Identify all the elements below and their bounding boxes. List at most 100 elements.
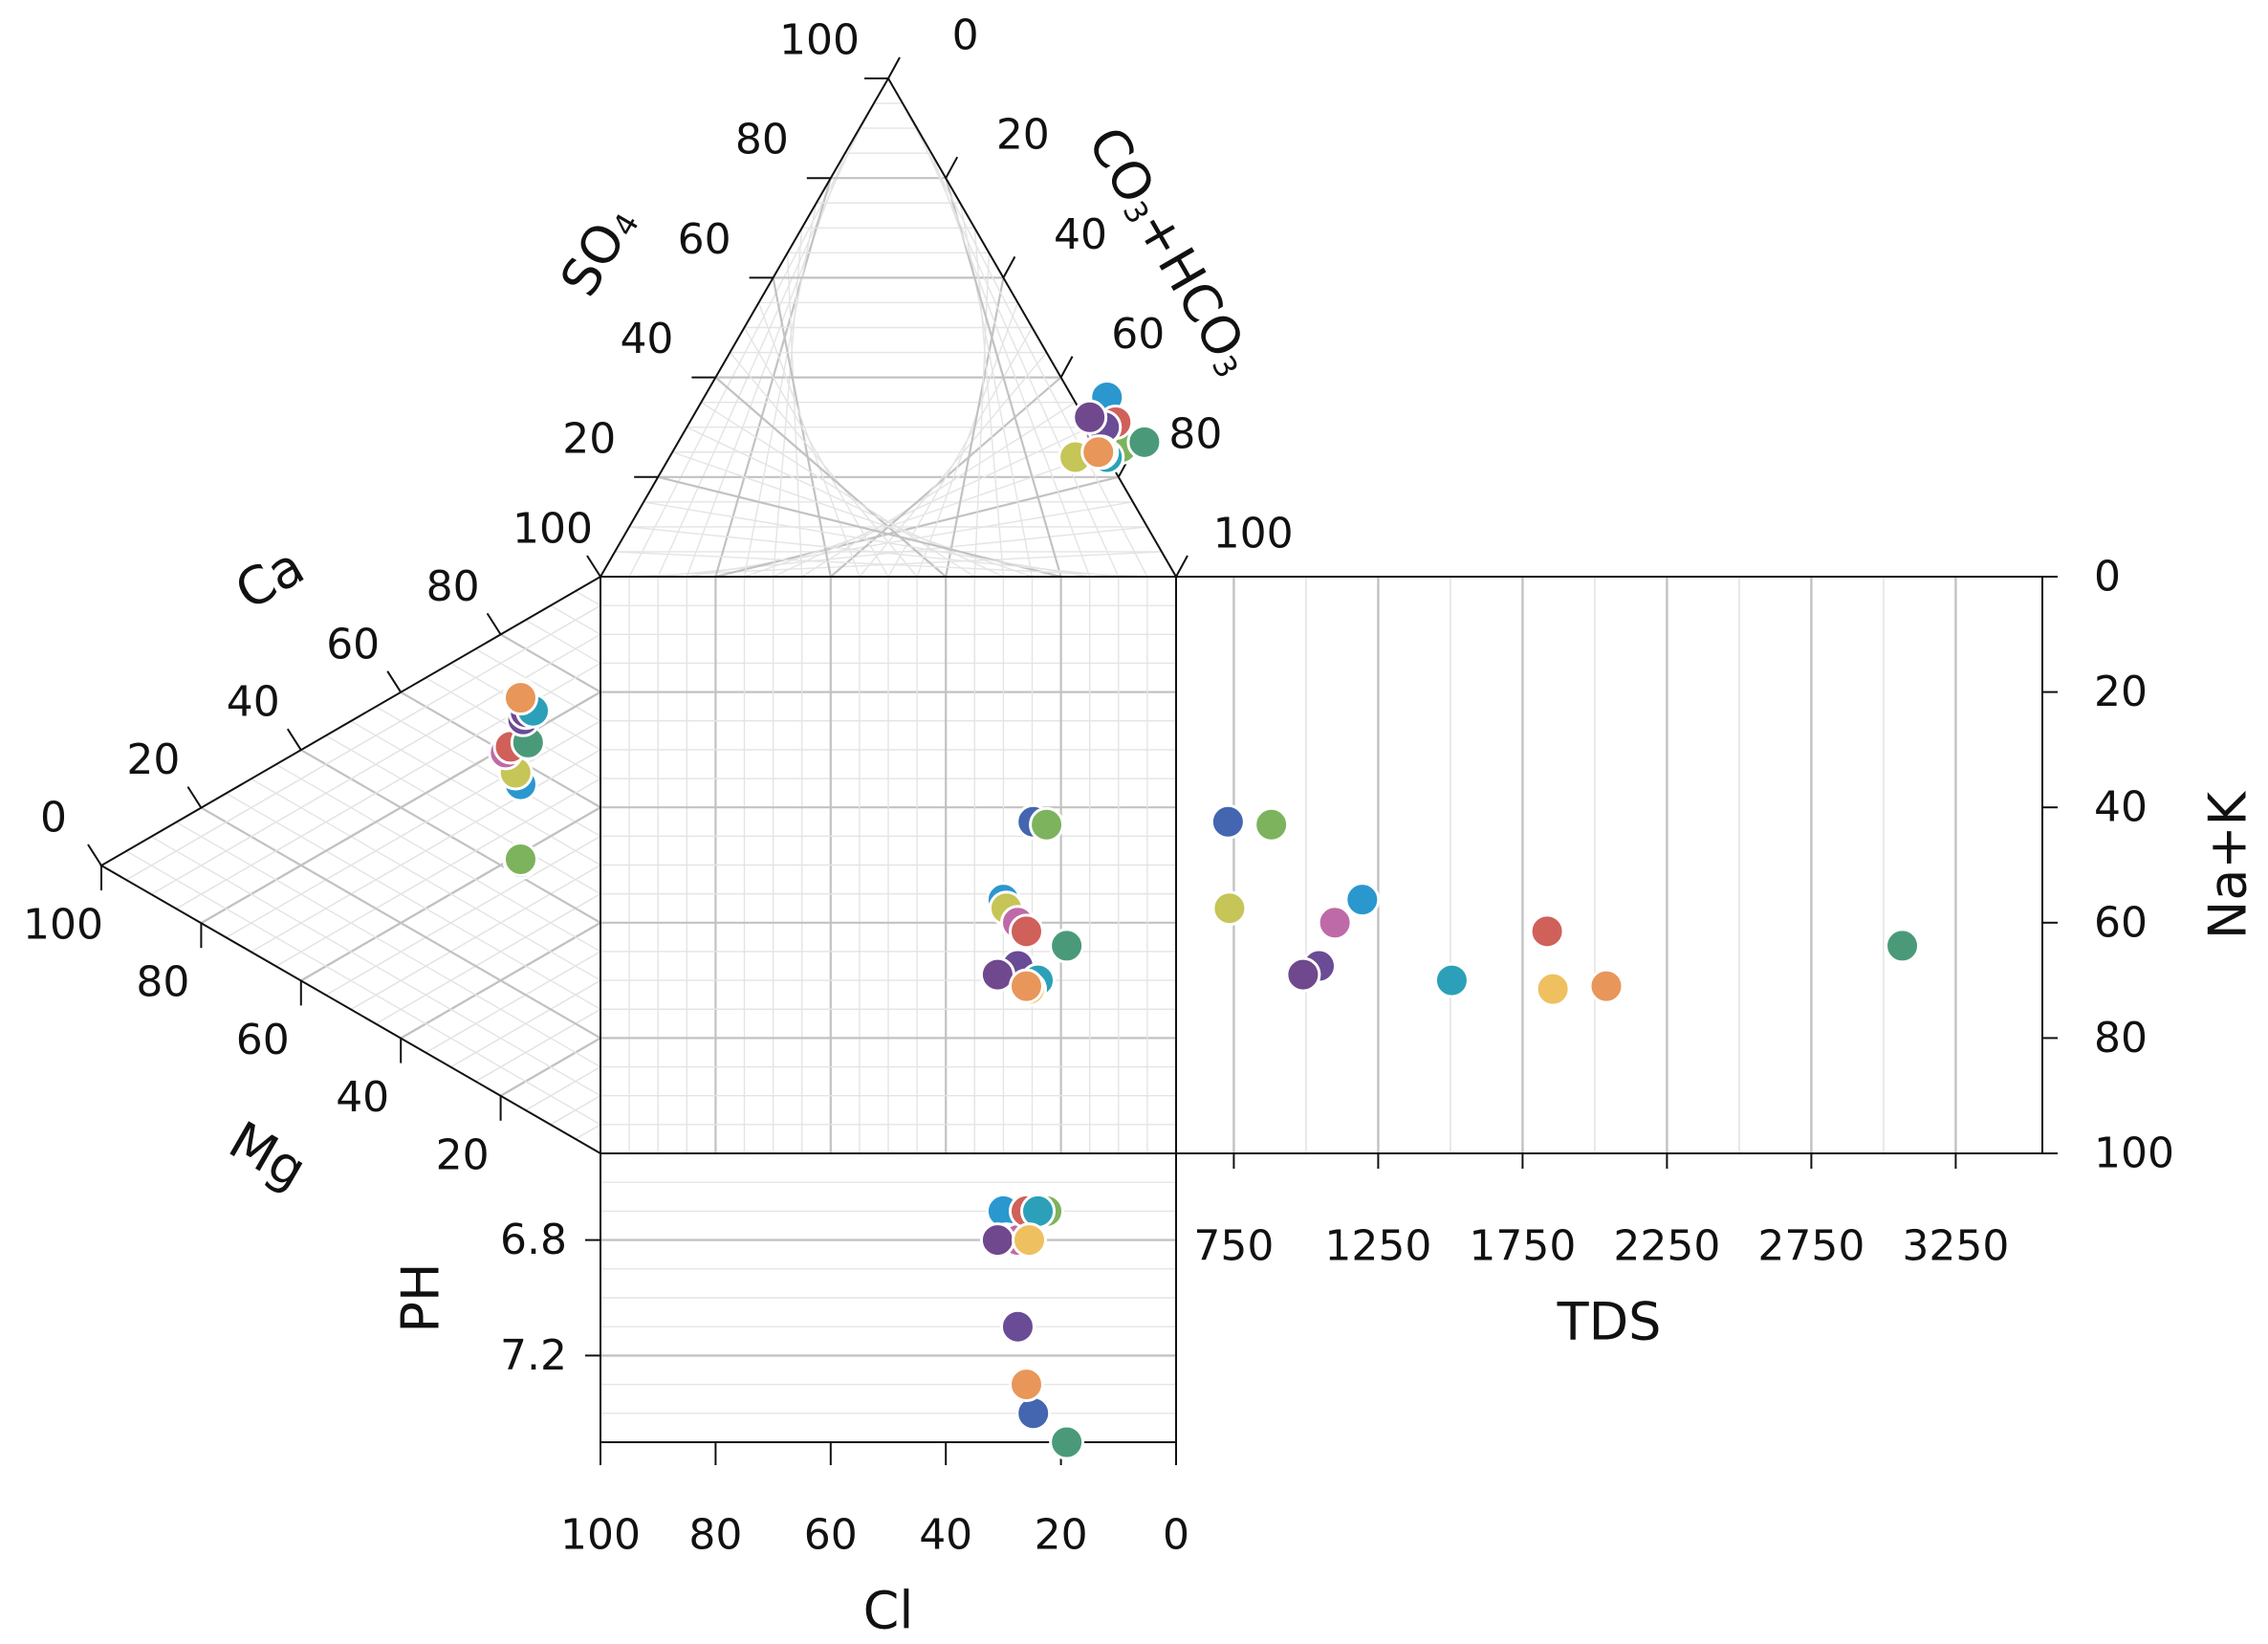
- top-tri-grid: [973, 252, 991, 578]
- left-tri-grid: [175, 822, 601, 1068]
- left-tri-grid: [125, 850, 601, 1126]
- top-tri-grid: [959, 203, 1034, 578]
- ca-tick-label: 40: [227, 678, 280, 727]
- tds-tick-label: 2250: [1613, 1222, 1720, 1271]
- tds-point: [1433, 962, 1470, 998]
- ph-point: [1011, 1222, 1047, 1259]
- nak-tick-label: 0: [2094, 553, 2121, 602]
- mg-axis-title: Mg: [219, 1110, 316, 1201]
- mg-tick-label: 20: [436, 1130, 490, 1179]
- co3hco3-tick-label: 20: [996, 111, 1050, 160]
- co3hco3-tick: [887, 56, 901, 79]
- top-tri-grid: [687, 427, 1004, 578]
- left-tri-grid: [525, 619, 601, 665]
- left-tri-grid: [475, 1008, 601, 1083]
- tds-tick-label: 750: [1193, 1222, 1274, 1271]
- ph-point: [1015, 1395, 1052, 1432]
- anion-point: [1072, 399, 1108, 435]
- left-tri-grid: [425, 951, 601, 1054]
- left-tri-grid: [575, 1124, 601, 1140]
- ca-tick: [586, 555, 601, 578]
- cl-tick-label: 60: [804, 1511, 858, 1560]
- mg-tick-label: 100: [23, 901, 103, 950]
- diamond-point: [1008, 968, 1044, 1004]
- ph-point: [999, 1308, 1036, 1345]
- co3hco3-tick-label: 80: [1168, 409, 1222, 458]
- ca-tick-label: 60: [326, 620, 380, 669]
- nak-tick-label: 100: [2094, 1129, 2174, 1178]
- ph-point: [1008, 1367, 1044, 1403]
- diamond-point: [1049, 928, 1085, 964]
- left-tri-grid: [275, 778, 601, 967]
- ph-tick-label: 7.2: [500, 1331, 567, 1380]
- left-tri-grid: [251, 749, 601, 953]
- left-tri-grid: [200, 806, 601, 1040]
- ca-tick-label: 80: [426, 562, 480, 611]
- top-tri-grid: [916, 302, 1019, 578]
- tds-point: [1885, 928, 1921, 964]
- ca-tick: [87, 844, 102, 866]
- tds-point: [1588, 968, 1625, 1004]
- left-tri-grid: [226, 792, 601, 1010]
- top-tri-grid: [902, 102, 1148, 578]
- tds-tick-label: 1750: [1469, 1222, 1576, 1271]
- cl-tick-label: 0: [1163, 1511, 1189, 1560]
- co3hco3-tick-label: 100: [1213, 510, 1294, 559]
- top-tri-grid: [643, 501, 1090, 578]
- tds-point: [1529, 913, 1565, 950]
- tds-point: [1317, 905, 1353, 941]
- so4-tick-label: 20: [562, 414, 616, 463]
- tds-tick-label: 2750: [1757, 1222, 1865, 1271]
- tds-tick-label: 3250: [1902, 1222, 2009, 1271]
- nak-axis-title: Na+K: [2198, 790, 2258, 939]
- left-tri-grid: [150, 836, 601, 1097]
- cation-point: [502, 680, 538, 716]
- ca-tick-label: 20: [126, 735, 180, 784]
- top-tri-grid: [945, 277, 1005, 578]
- cl-tick-label: 100: [560, 1511, 641, 1560]
- ca-tick-label: 100: [512, 505, 593, 554]
- left-tri-grid: [251, 778, 601, 981]
- tds-axis-title: TDS: [1557, 1292, 1662, 1352]
- diamond-point: [1008, 913, 1044, 950]
- ca-tick-label: 0: [40, 794, 67, 843]
- tick-labels: 750 1250 1750 2250 2750 3250 0 20 40 60 80 100 6.8 7.…: [23, 11, 2174, 1560]
- top-tri-grid: [714, 376, 947, 578]
- left-tri-grid: [375, 893, 601, 1025]
- left-tri-grid: [525, 1065, 601, 1111]
- cl-axis-title: Cl: [863, 1581, 914, 1641]
- top-tri-grid: [629, 526, 1119, 578]
- left-triangle-frame: [99, 575, 601, 1155]
- ca-tick: [286, 728, 302, 751]
- mg-tick-label: 80: [136, 958, 189, 1007]
- top-tri-grid: [615, 551, 1147, 578]
- tick-marks: [87, 56, 2058, 1465]
- co3hco3-tick: [1002, 255, 1016, 278]
- so4-tick-label: 40: [620, 315, 673, 363]
- tds-point: [1535, 971, 1571, 1007]
- left-tri-grid: [226, 720, 601, 938]
- nak-tick-label: 40: [2094, 783, 2148, 832]
- nak-tick-label: 80: [2094, 1014, 2148, 1063]
- ca-tick: [186, 786, 203, 809]
- top-tri-grid: [930, 152, 1091, 578]
- ph-axis-title: PH: [391, 1262, 451, 1332]
- ph-point: [1020, 1193, 1057, 1229]
- anion-point: [1080, 434, 1117, 471]
- cation-point: [502, 841, 538, 877]
- tds-point: [1344, 882, 1381, 918]
- top-tri-grid: [973, 228, 1005, 578]
- ca-tick: [486, 612, 502, 635]
- co3hco3-tick: [945, 156, 959, 179]
- frames: [99, 77, 2043, 1443]
- left-tri-grid: [325, 835, 601, 997]
- tds-point: [1254, 806, 1290, 843]
- mg-tick-label: 40: [336, 1073, 389, 1122]
- left-tri-grid: [125, 604, 601, 881]
- left-tri-grid: [275, 763, 601, 953]
- cl-tick-label: 20: [1035, 1511, 1088, 1560]
- left-tri-grid: [375, 706, 601, 837]
- so4-axis-title: SO4: [548, 195, 646, 306]
- co3hco3-tick-label: 0: [952, 11, 979, 60]
